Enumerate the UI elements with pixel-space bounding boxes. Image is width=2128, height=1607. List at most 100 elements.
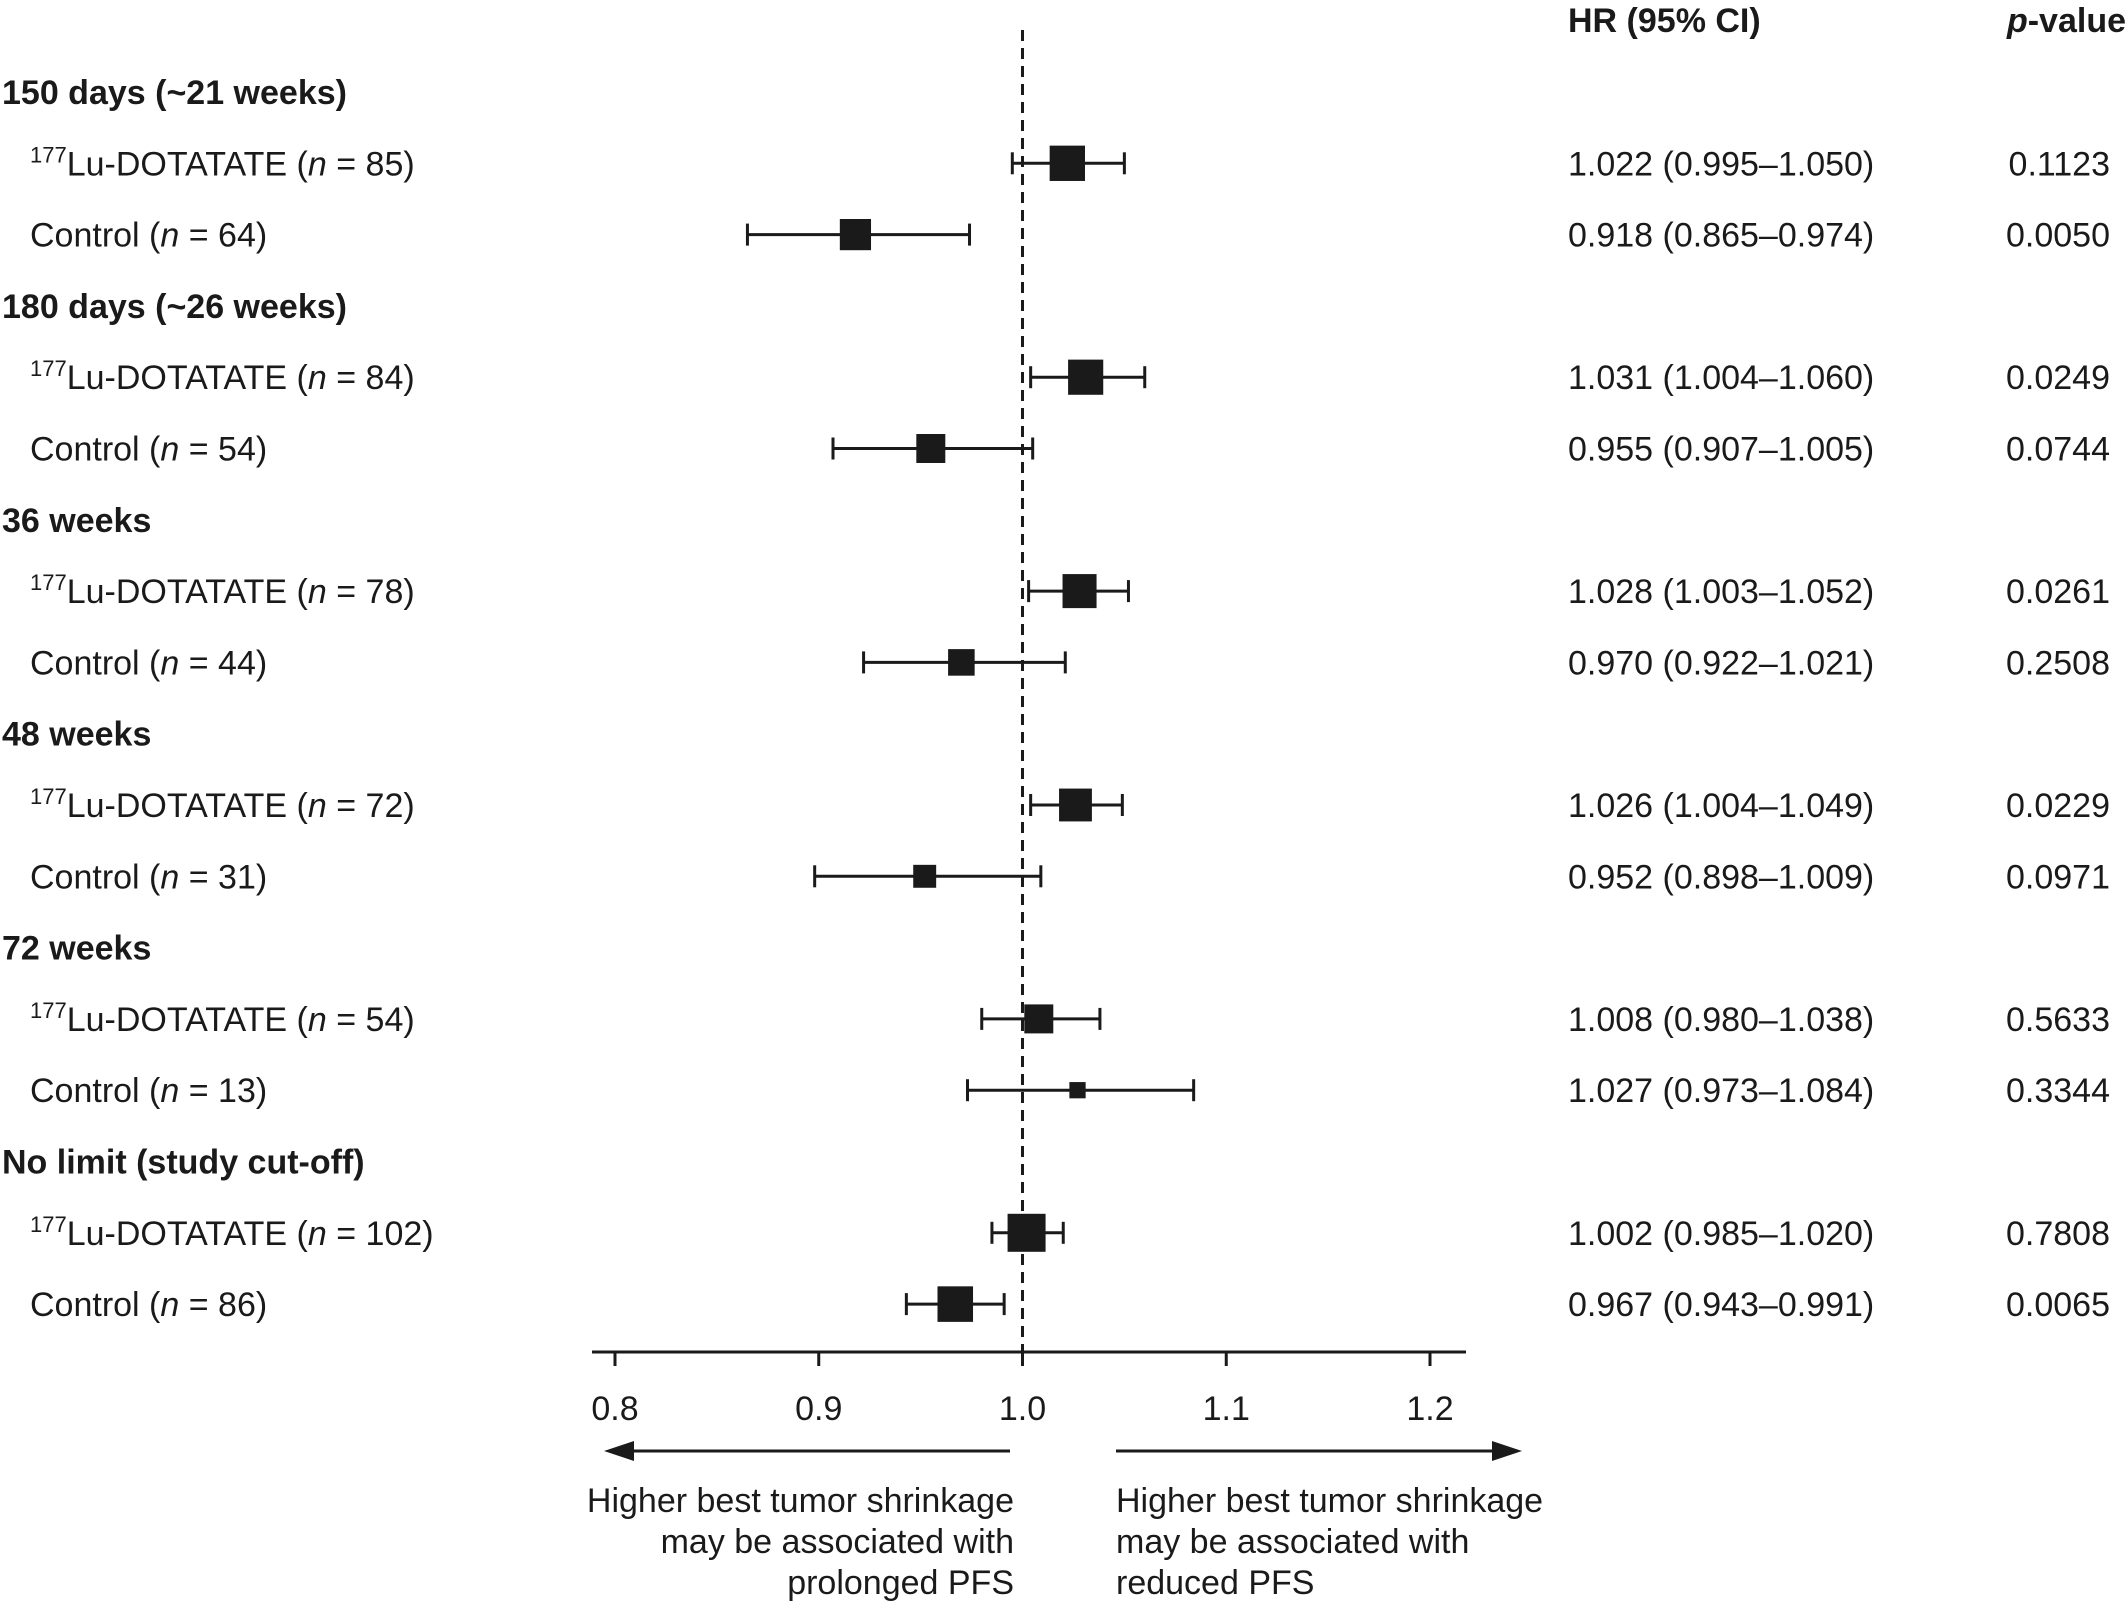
row-label-count: = 84) [327, 359, 415, 397]
row-label: Control (n = 31) [30, 858, 267, 896]
group-title: 48 weeks [2, 716, 151, 754]
group-title: 180 days (~26 weeks) [2, 288, 347, 326]
hr-ci-value: 1.026 (1.004–1.049) [1568, 787, 1874, 825]
hr-marker [1062, 574, 1097, 609]
hr-ci-value: 0.955 (0.907–1.005) [1568, 431, 1874, 469]
group-title: No limit (study cut-off) [2, 1144, 365, 1182]
row-label-name: Lu-DOTATATE ( [67, 145, 309, 183]
left-arrow-caption: Higher best tumor shrinkage [587, 1482, 1014, 1520]
tick-label: 0.8 [591, 1390, 638, 1428]
row-label-count: = 31) [179, 858, 267, 896]
row-label-count: = 54) [327, 1001, 415, 1039]
row-label-count: = 54) [179, 431, 267, 469]
hr-ci-value: 1.028 (1.003–1.052) [1568, 573, 1874, 611]
row-label: 177Lu-DOTATATE (n = 54) [30, 998, 415, 1039]
row-label-n: n [308, 359, 327, 397]
tick-label: 1.1 [1203, 1390, 1250, 1428]
p-value: 0.7808 [2006, 1215, 2110, 1253]
row-label-count: = 78) [327, 573, 415, 611]
hr-ci-value: 1.027 (0.973–1.084) [1568, 1072, 1874, 1110]
row-label-name: Control ( [30, 858, 161, 896]
tick-label: 0.9 [795, 1390, 842, 1428]
p-value: 0.1123 [2009, 145, 2110, 183]
left-arrowhead [604, 1441, 634, 1461]
row-label-name: Control ( [30, 217, 161, 255]
hr-marker [839, 219, 872, 251]
row-label-count: = 72) [327, 787, 415, 825]
right-arrow-caption: reduced PFS [1116, 1564, 1314, 1602]
row-label-n: n [308, 1215, 327, 1253]
left-arrow-caption: prolonged PFS [787, 1564, 1014, 1602]
row-label: 177Lu-DOTATATE (n = 84) [30, 356, 415, 397]
row-label: 177Lu-DOTATATE (n = 72) [30, 784, 415, 825]
x-axis: 0.8 0.9 1.0 1.1 1.2 Higher best tumor shrinka… [587, 1350, 1543, 1602]
row-label-count: = 64) [179, 217, 267, 255]
hr-marker [1069, 1082, 1086, 1099]
p-value: 0.0050 [2006, 217, 2110, 255]
row-label: 177Lu-DOTATATE (n = 102) [30, 1212, 434, 1253]
row-label-name: Lu-DOTATATE ( [67, 573, 309, 611]
tick-label: 1.0 [999, 1390, 1046, 1428]
row-label-name: Control ( [30, 644, 161, 682]
row-label-n: n [160, 858, 179, 896]
row-label-name: Lu-DOTATATE ( [67, 1215, 309, 1253]
hr-ci-value: 1.022 (0.995–1.050) [1568, 145, 1874, 183]
isotope-superscript: 177 [30, 1212, 67, 1237]
hr-ci-value: 0.970 (0.922–1.021) [1568, 644, 1874, 682]
hr-marker [1007, 1213, 1046, 1252]
p-value: 0.0971 [2006, 858, 2110, 896]
row-label-name: Lu-DOTATATE ( [67, 359, 309, 397]
p-value: 0.0261 [2006, 573, 2110, 611]
hr-marker [1068, 359, 1104, 395]
group-title: 150 days (~21 weeks) [2, 74, 347, 112]
hr-marker [948, 649, 975, 676]
row-label-n: n [160, 644, 179, 682]
hr-marker [1024, 1004, 1054, 1034]
p-value: 0.5633 [2006, 1001, 2110, 1039]
row-label: 177Lu-DOTATATE (n = 85) [30, 142, 415, 183]
group-title: 72 weeks [2, 930, 151, 968]
row-label-name: Control ( [30, 1072, 161, 1110]
hr-ci-value: 0.918 (0.865–0.974) [1568, 217, 1874, 255]
row-label-count: = 102) [327, 1215, 434, 1253]
hr-ci-value: 0.967 (0.943–0.991) [1568, 1286, 1874, 1324]
row-label-count: = 44) [179, 644, 267, 682]
row-label-n: n [160, 217, 179, 255]
forest-rows: 150 days (~21 weeks)177Lu-DOTATATE (n = … [2, 30, 2110, 1355]
row-label-count: = 85) [327, 145, 415, 183]
row-label-name: Control ( [30, 1286, 161, 1324]
p-value: 0.2508 [2006, 644, 2110, 682]
row-label-count: = 13) [179, 1072, 267, 1110]
p-value-column-header: p-value [2006, 2, 2126, 40]
hr-ci-value: 0.952 (0.898–1.009) [1568, 858, 1874, 896]
isotope-superscript: 177 [30, 356, 67, 381]
hr-ci-value: 1.008 (0.980–1.038) [1568, 1001, 1874, 1039]
row-label: Control (n = 64) [30, 217, 267, 255]
row-label-n: n [160, 1072, 179, 1110]
right-arrowhead [1492, 1441, 1522, 1461]
isotope-superscript: 177 [30, 142, 67, 167]
hr-marker [937, 1286, 974, 1322]
isotope-superscript: 177 [30, 570, 67, 595]
group-title: 36 weeks [2, 502, 151, 540]
hr-marker [916, 434, 946, 463]
right-arrow-caption: Higher best tumor shrinkage [1116, 1482, 1543, 1520]
row-label-name: Lu-DOTATATE ( [67, 1001, 309, 1039]
row-label-n: n [308, 1001, 327, 1039]
isotope-superscript: 177 [30, 784, 67, 809]
row-label-n: n [308, 145, 327, 183]
row-label-name: Lu-DOTATATE ( [67, 787, 309, 825]
left-arrow-caption: may be associated with [661, 1523, 1014, 1561]
row-label-n: n [308, 787, 327, 825]
row-label: Control (n = 13) [30, 1072, 267, 1110]
p-value: 0.0065 [2006, 1286, 2110, 1324]
p-value: 0.0229 [2006, 787, 2110, 825]
row-label: Control (n = 44) [30, 644, 267, 682]
row-label-name: Control ( [30, 431, 161, 469]
hr-ci-value: 1.002 (0.985–1.020) [1568, 1215, 1874, 1253]
row-label-n: n [160, 1286, 179, 1324]
hr-ci-value: 1.031 (1.004–1.060) [1568, 359, 1874, 397]
hr-marker [1059, 788, 1092, 822]
hr-marker [913, 864, 937, 888]
